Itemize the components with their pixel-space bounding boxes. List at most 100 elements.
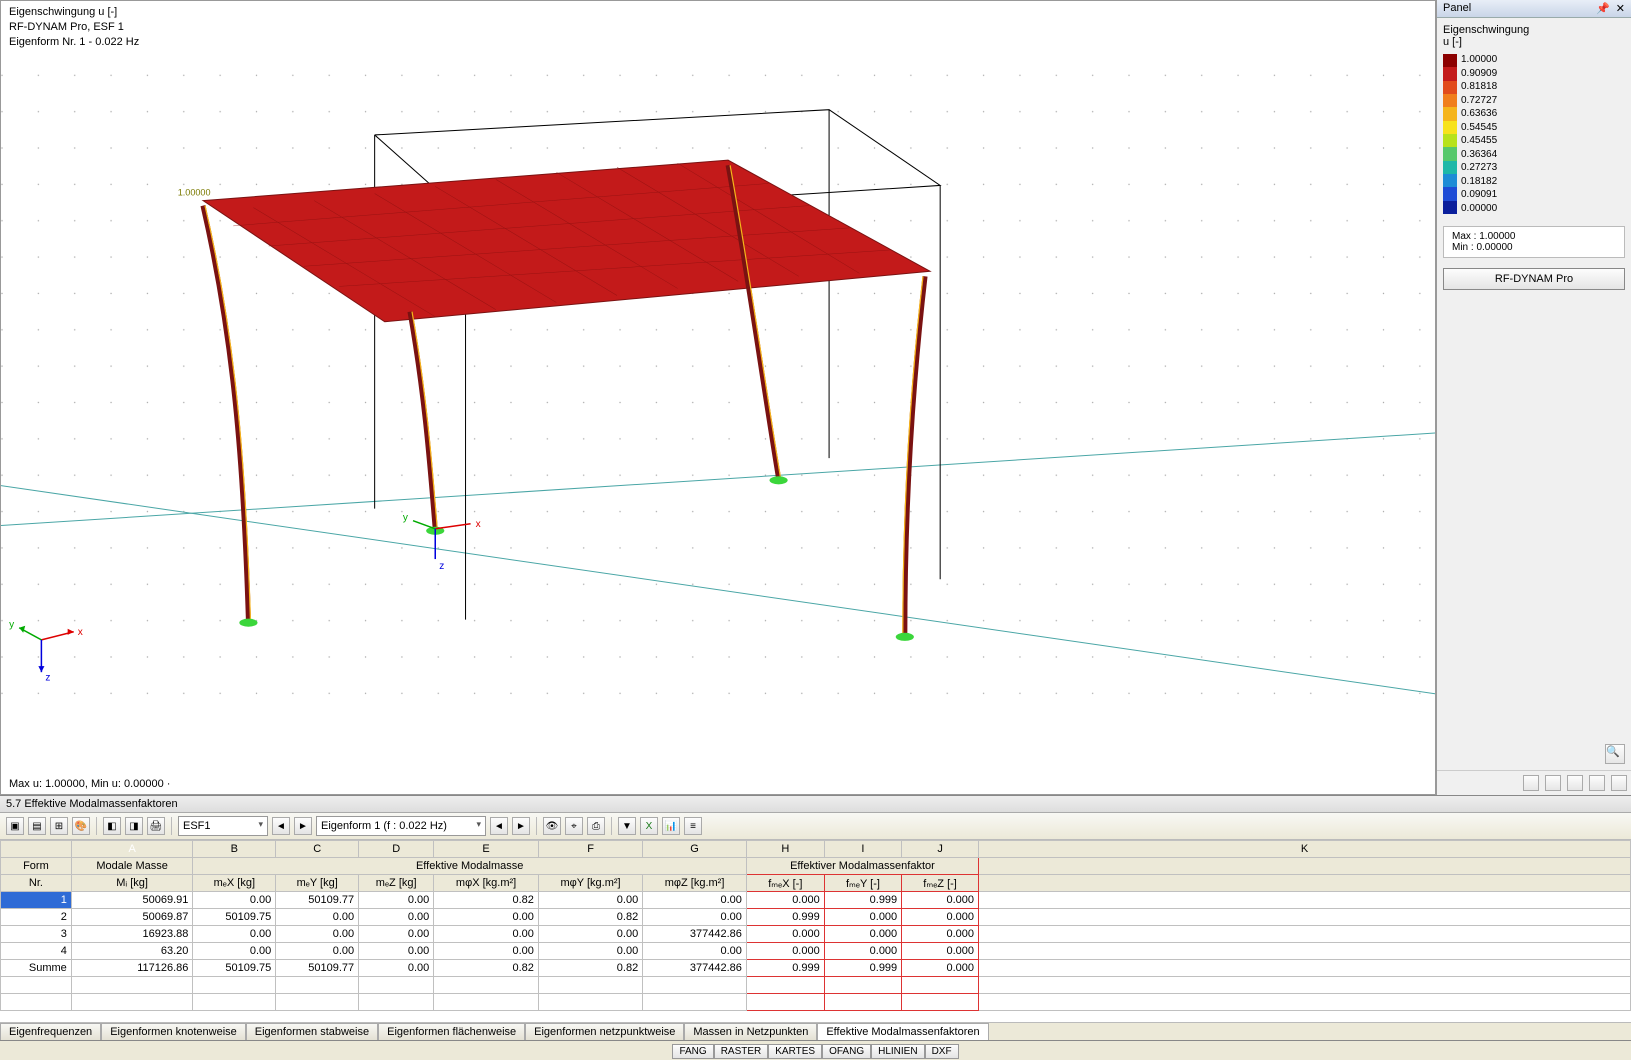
sheet-tab[interactable]: Effektive Modalmassenfaktoren <box>817 1023 988 1040</box>
col-letter[interactable]: G <box>643 841 747 858</box>
close-panel-icon[interactable]: ✕ <box>1616 2 1625 15</box>
cell[interactable]: 0.000 <box>824 943 901 960</box>
cell[interactable]: 377442.86 <box>643 960 747 977</box>
col-letter[interactable]: K <box>979 841 1631 858</box>
cell[interactable]: 0.00 <box>359 943 434 960</box>
cell[interactable]: 0.000 <box>902 943 979 960</box>
cell[interactable]: 0.00 <box>538 943 642 960</box>
panel-icon-4[interactable] <box>1589 775 1605 791</box>
nav-next-form[interactable]: ► <box>512 817 530 835</box>
cell[interactable]: 0.000 <box>902 892 979 909</box>
cell[interactable]: 0.00 <box>193 943 276 960</box>
status-toggle[interactable]: DXF <box>925 1044 959 1059</box>
cell[interactable]: 63.20 <box>71 943 193 960</box>
cell[interactable]: 0.00 <box>434 926 539 943</box>
panel-icon-5[interactable] <box>1611 775 1627 791</box>
col-letter[interactable]: H <box>746 841 824 858</box>
eigenform-dropdown[interactable]: Eigenform 1 (f : 0.022 Hz) <box>316 816 486 836</box>
cell[interactable]: 50109.77 <box>276 892 359 909</box>
cell[interactable]: 0.000 <box>902 909 979 926</box>
cell[interactable]: 0.000 <box>746 943 824 960</box>
cell[interactable]: 0.00 <box>538 892 642 909</box>
status-toggle[interactable]: HLINIEN <box>871 1044 924 1059</box>
cell[interactable]: 0.999 <box>824 960 901 977</box>
cell[interactable]: 0.00 <box>434 909 539 926</box>
tb-icon-export[interactable]: 📊 <box>662 817 680 835</box>
sheet-tab[interactable]: Eigenformen flächenweise <box>378 1023 525 1040</box>
row-nr[interactable]: 1 <box>1 892 72 909</box>
cell[interactable]: 0.00 <box>359 892 434 909</box>
cell[interactable]: 0.000 <box>824 926 901 943</box>
cell[interactable]: 50069.87 <box>71 909 193 926</box>
tb-icon-3[interactable]: ⊞ <box>50 817 68 835</box>
panel-icon-3[interactable] <box>1567 775 1583 791</box>
pin-icon[interactable]: 📌 <box>1596 2 1610 15</box>
cell[interactable]: 0.00 <box>643 909 747 926</box>
tb-icon-1[interactable]: ▣ <box>6 817 24 835</box>
cell[interactable]: 0.000 <box>902 926 979 943</box>
tb-icon-5[interactable]: ◧ <box>103 817 121 835</box>
col-letter[interactable]: C <box>276 841 359 858</box>
tb-icon-view3[interactable]: ⎙ <box>587 817 605 835</box>
panel-icon-2[interactable] <box>1545 775 1561 791</box>
panel-icon-1[interactable] <box>1523 775 1539 791</box>
cell[interactable]: 0.82 <box>434 892 539 909</box>
col-letter[interactable]: B <box>193 841 276 858</box>
row-nr[interactable]: 3 <box>1 926 72 943</box>
col-letter[interactable]: F <box>538 841 642 858</box>
status-toggle[interactable]: KARTES <box>768 1044 822 1059</box>
cell[interactable]: 0.00 <box>193 892 276 909</box>
nav-next-esf[interactable]: ► <box>294 817 312 835</box>
cell[interactable]: 0.00 <box>359 909 434 926</box>
cell[interactable]: 0.00 <box>359 960 434 977</box>
cell[interactable]: 0.00 <box>643 892 747 909</box>
nav-prev-form[interactable]: ◄ <box>490 817 508 835</box>
cell[interactable]: 0.999 <box>746 960 824 977</box>
col-letter[interactable]: I <box>824 841 901 858</box>
col-letter[interactable]: J <box>902 841 979 858</box>
tb-icon-csv[interactable]: ≡ <box>684 817 702 835</box>
cell[interactable]: 0.00 <box>276 909 359 926</box>
status-toggle[interactable]: FANG <box>672 1044 713 1059</box>
cell[interactable]: 50069.91 <box>71 892 193 909</box>
sheet-grid[interactable]: ABCDEFGHIJKFormModale MasseEffektive Mod… <box>0 840 1631 1022</box>
search-icon[interactable]: 🔍 <box>1605 744 1625 764</box>
cell[interactable]: 0.00 <box>434 943 539 960</box>
cell[interactable]: 0.82 <box>538 909 642 926</box>
cell[interactable]: 0.82 <box>434 960 539 977</box>
cell[interactable]: 50109.75 <box>193 960 276 977</box>
cell[interactable]: 0.000 <box>746 892 824 909</box>
panel-title-bar[interactable]: Panel 📌 ✕ <box>1437 0 1631 18</box>
cell[interactable]: 0.00 <box>359 926 434 943</box>
cell[interactable]: 377442.86 <box>643 926 747 943</box>
cell[interactable]: 50109.75 <box>193 909 276 926</box>
col-letter[interactable]: E <box>434 841 539 858</box>
cell[interactable]: 16923.88 <box>71 926 193 943</box>
tb-icon-6[interactable]: ◨ <box>125 817 143 835</box>
tb-icon-excel[interactable]: X <box>640 817 658 835</box>
row-nr[interactable]: 2 <box>1 909 72 926</box>
cell[interactable]: 0.00 <box>538 926 642 943</box>
cell[interactable]: 0.999 <box>746 909 824 926</box>
cell[interactable]: 0.000 <box>824 909 901 926</box>
tb-icon-view1[interactable]: 👁 <box>543 817 561 835</box>
sheet-tab[interactable]: Eigenformen netzpunktweise <box>525 1023 684 1040</box>
sheet-tab[interactable]: Eigenfrequenzen <box>0 1023 101 1040</box>
viewport-3d[interactable]: x y z x y z 1.00000 Eigenschwin <box>0 0 1436 795</box>
cell[interactable]: 117126.86 <box>71 960 193 977</box>
sheet-tab[interactable]: Eigenformen stabweise <box>246 1023 378 1040</box>
status-toggle[interactable]: OFANG <box>822 1044 871 1059</box>
tb-icon-7[interactable]: 🖨 <box>147 817 165 835</box>
cell[interactable]: 0.000 <box>902 960 979 977</box>
status-toggle[interactable]: RASTER <box>714 1044 769 1059</box>
tb-icon-2[interactable]: ▤ <box>28 817 46 835</box>
sheet-tab[interactable]: Eigenformen knotenweise <box>101 1023 246 1040</box>
cell[interactable]: 0.00 <box>193 926 276 943</box>
tb-icon-4[interactable]: 🎨 <box>72 817 90 835</box>
cell[interactable]: 50109.77 <box>276 960 359 977</box>
cell[interactable]: 0.00 <box>276 943 359 960</box>
nav-prev-esf[interactable]: ◄ <box>272 817 290 835</box>
cell[interactable]: 0.000 <box>746 926 824 943</box>
sheet-tab[interactable]: Massen in Netzpunkten <box>684 1023 817 1040</box>
tb-icon-view2[interactable]: ⌖ <box>565 817 583 835</box>
